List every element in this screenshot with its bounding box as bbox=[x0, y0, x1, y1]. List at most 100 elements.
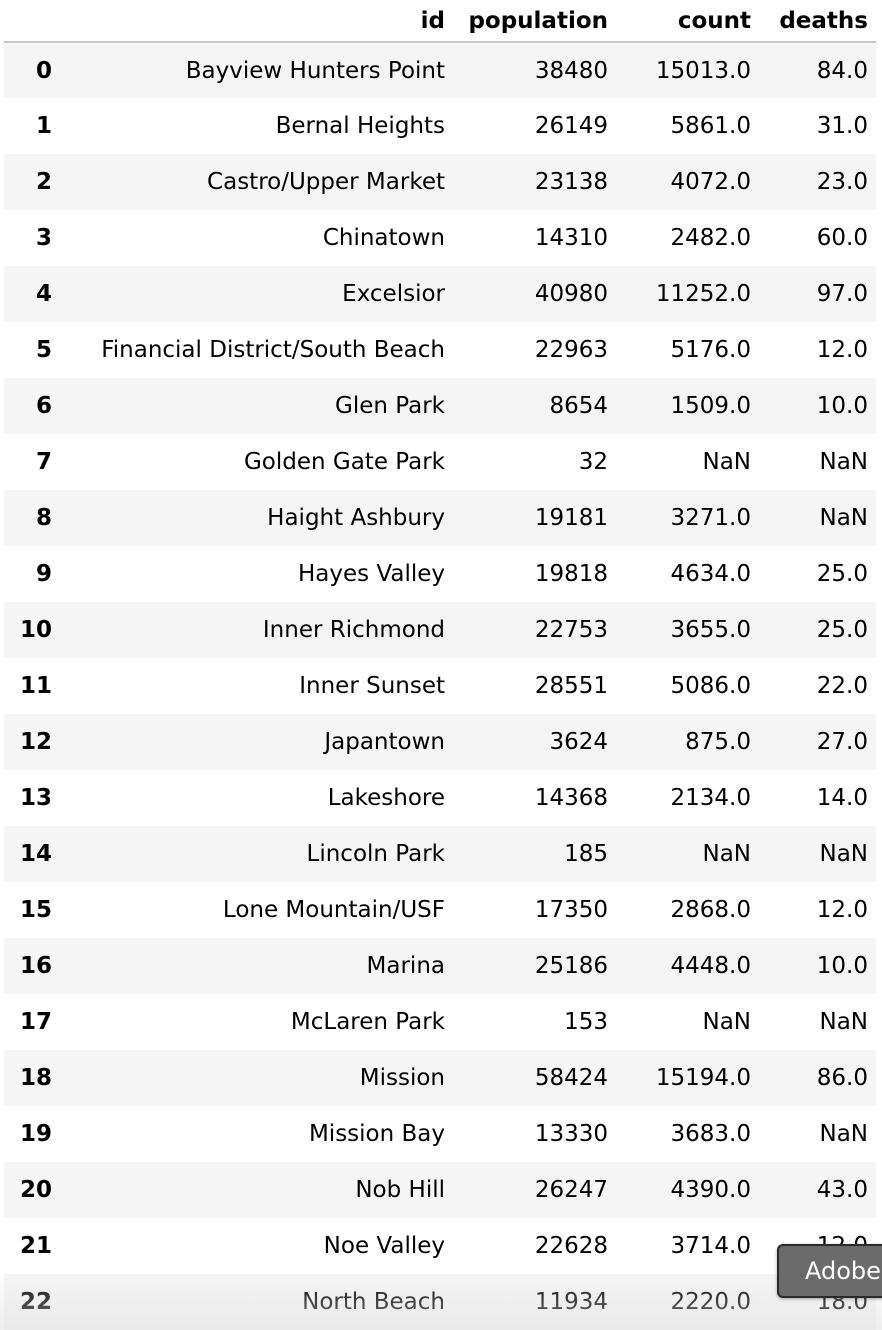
row-index: 18 bbox=[19, 1065, 52, 1091]
table-header: id population count deaths bbox=[4, 0, 876, 43]
table-row: 14 Lincoln Park 185 NaN NaN bbox=[4, 826, 876, 882]
row-index: 15 bbox=[19, 897, 52, 923]
cell-id: Bayview Hunters Point bbox=[185, 57, 445, 84]
row-index: 12 bbox=[19, 729, 52, 755]
cell-id: Haight Ashbury bbox=[267, 505, 445, 531]
cell-id: Castro/Upper Market bbox=[207, 169, 445, 195]
cell-deaths: NaN bbox=[819, 505, 868, 531]
row-index: 14 bbox=[19, 841, 52, 867]
table-row: 7 Golden Gate Park 32 NaN NaN bbox=[4, 434, 876, 490]
cell-id: North Beach bbox=[302, 1289, 445, 1315]
cell-population: 11934 bbox=[534, 1289, 608, 1315]
cell-population: 3624 bbox=[549, 729, 608, 755]
cell-count: 875.0 bbox=[685, 729, 751, 755]
cell-count: 2482.0 bbox=[670, 225, 751, 251]
cell-population: 153 bbox=[564, 1009, 608, 1035]
cell-population: 25186 bbox=[534, 953, 608, 979]
cell-id: Hayes Valley bbox=[297, 561, 445, 587]
row-index: 19 bbox=[19, 1121, 52, 1147]
cell-deaths: 84.0 bbox=[816, 57, 868, 84]
cell-deaths: 10.0 bbox=[816, 393, 868, 419]
cell-deaths: NaN bbox=[819, 841, 868, 867]
cell-count: 3271.0 bbox=[670, 505, 751, 531]
cell-deaths: 14.0 bbox=[816, 785, 868, 811]
cell-deaths: 60.0 bbox=[816, 225, 868, 251]
cell-id: Lone Mountain/USF bbox=[222, 897, 445, 923]
cell-population: 14368 bbox=[534, 785, 608, 811]
cell-id: Financial District/South Beach bbox=[101, 337, 445, 363]
table-row: 22 North Beach 11934 2220.0 18.0 bbox=[4, 1274, 876, 1330]
table-row: 9 Hayes Valley 19818 4634.0 25.0 bbox=[4, 546, 876, 602]
table-row: 20 Nob Hill 26247 4390.0 43.0 bbox=[4, 1162, 876, 1218]
cell-id: Mission bbox=[359, 1065, 445, 1091]
row-index: 17 bbox=[19, 1009, 52, 1035]
cell-count: NaN bbox=[702, 1009, 751, 1035]
cell-count: 5176.0 bbox=[670, 337, 751, 363]
cell-deaths: NaN bbox=[819, 1121, 868, 1147]
table-row: 8 Haight Ashbury 19181 3271.0 NaN bbox=[4, 490, 876, 546]
row-index: 3 bbox=[35, 225, 52, 251]
cell-deaths: NaN bbox=[819, 449, 868, 475]
table-row: 6 Glen Park 8654 1509.0 10.0 bbox=[4, 378, 876, 434]
cell-id: Noe Valley bbox=[323, 1233, 445, 1259]
cell-count: 5086.0 bbox=[670, 673, 751, 699]
cell-id: Bernal Heights bbox=[275, 113, 445, 139]
cell-count: 5861.0 bbox=[670, 113, 751, 139]
cell-population: 14310 bbox=[534, 225, 608, 251]
table-row: 15 Lone Mountain/USF 17350 2868.0 12.0 bbox=[4, 882, 876, 938]
cell-id: Marina bbox=[366, 953, 445, 979]
cell-deaths: 27.0 bbox=[816, 729, 868, 755]
row-index: 0 bbox=[35, 57, 52, 84]
cell-population: 22628 bbox=[534, 1233, 608, 1259]
cell-deaths: 12.0 bbox=[816, 897, 868, 923]
header-row: id population count deaths bbox=[4, 0, 876, 43]
table-row: 13 Lakeshore 14368 2134.0 14.0 bbox=[4, 770, 876, 826]
index-header bbox=[4, 0, 62, 43]
cell-count: 15194.0 bbox=[655, 1065, 751, 1091]
table-row: 12 Japantown 3624 875.0 27.0 bbox=[4, 714, 876, 770]
cell-id: Mission Bay bbox=[308, 1121, 445, 1147]
table-row: 10 Inner Richmond 22753 3655.0 25.0 bbox=[4, 602, 876, 658]
cell-count: NaN bbox=[702, 449, 751, 475]
table-row: 17 McLaren Park 153 NaN NaN bbox=[4, 994, 876, 1050]
cell-deaths: 25.0 bbox=[816, 561, 868, 587]
column-header-population: population bbox=[453, 0, 616, 43]
cell-count: 3683.0 bbox=[670, 1121, 751, 1147]
table-row: 2 Castro/Upper Market 23138 4072.0 23.0 bbox=[4, 154, 876, 210]
row-index: 22 bbox=[19, 1289, 52, 1315]
cell-population: 17350 bbox=[534, 897, 608, 923]
cell-id: Excelsior bbox=[342, 281, 445, 307]
cell-count: 1509.0 bbox=[670, 393, 751, 419]
cell-id: Lincoln Park bbox=[306, 841, 445, 867]
cell-population: 13330 bbox=[534, 1121, 608, 1147]
table-row: 19 Mission Bay 13330 3683.0 NaN bbox=[4, 1106, 876, 1162]
cell-deaths: 22.0 bbox=[816, 673, 868, 699]
row-index: 4 bbox=[35, 281, 52, 307]
row-index: 16 bbox=[19, 953, 52, 979]
table-row: 1 Bernal Heights 26149 5861.0 31.0 bbox=[4, 98, 876, 154]
cell-count: 4390.0 bbox=[670, 1177, 751, 1203]
cell-population: 32 bbox=[578, 449, 608, 475]
cell-deaths: 31.0 bbox=[816, 113, 868, 139]
cell-id: Inner Richmond bbox=[262, 617, 445, 643]
cell-deaths: 43.0 bbox=[816, 1177, 868, 1203]
row-index: 2 bbox=[35, 169, 52, 195]
cell-population: 22963 bbox=[534, 337, 608, 363]
row-index: 8 bbox=[35, 505, 52, 531]
cell-count: 3714.0 bbox=[670, 1233, 751, 1259]
cell-population: 28551 bbox=[534, 673, 608, 699]
cell-id: Inner Sunset bbox=[299, 673, 445, 699]
cell-deaths: 23.0 bbox=[816, 169, 868, 195]
row-index: 5 bbox=[35, 337, 52, 363]
cell-id: Lakeshore bbox=[327, 785, 445, 811]
row-index: 1 bbox=[35, 113, 52, 139]
adobe-button[interactable]: Adobe bbox=[777, 1244, 882, 1298]
cell-id: Golden Gate Park bbox=[243, 449, 445, 475]
row-index: 11 bbox=[19, 673, 52, 699]
table-row: 4 Excelsior 40980 11252.0 97.0 bbox=[4, 266, 876, 322]
table-row: 5 Financial District/South Beach 22963 5176… bbox=[4, 322, 876, 378]
cell-population: 19818 bbox=[534, 561, 608, 587]
cell-deaths: 10.0 bbox=[816, 953, 868, 979]
cell-population: 38480 bbox=[534, 57, 608, 84]
